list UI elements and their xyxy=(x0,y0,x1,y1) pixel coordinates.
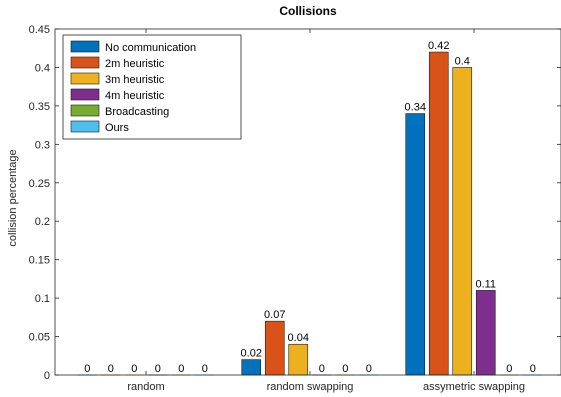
bar xyxy=(264,320,285,376)
legend: No communication 2m heuristic 3m heuristic… xyxy=(62,34,242,140)
y-tick-label: 0.25 xyxy=(29,178,50,190)
bar-value-label: 0 xyxy=(108,363,114,375)
bar xyxy=(405,113,426,376)
bar-value-label: 0 xyxy=(342,363,348,375)
y-tick-label: 0.45 xyxy=(29,24,50,36)
legend-label: No communication xyxy=(105,42,196,54)
x-tick-label: random swapping xyxy=(267,381,354,393)
legend-swatch xyxy=(70,88,100,101)
bar-value-label: 0.11 xyxy=(475,278,496,290)
bar xyxy=(428,51,449,376)
legend-swatch xyxy=(70,40,100,53)
bar-value-label: 0 xyxy=(202,363,208,375)
y-tick-labels: 0 0.05 0.1 0.15 0.2 0.25 0.3 0.35 0.4 0.45 xyxy=(29,24,50,382)
bar xyxy=(452,67,473,376)
legend-swatch xyxy=(70,72,100,85)
bar-value-label: 0.4 xyxy=(455,55,470,67)
bar xyxy=(241,359,262,376)
bar-value-label: 0 xyxy=(84,363,90,375)
y-tick-label: 0.4 xyxy=(35,62,50,74)
y-tick-label: 0.2 xyxy=(35,216,50,228)
bar-value-label: 0 xyxy=(530,363,536,375)
bar-value-label: 0.34 xyxy=(405,102,426,114)
bar-value-label: 0 xyxy=(131,363,137,375)
bar-value-label: 0 xyxy=(178,363,184,375)
y-tick-label: 0.05 xyxy=(29,332,50,344)
y-tick-label: 0.3 xyxy=(35,139,50,151)
y-tick-label: 0.35 xyxy=(29,101,50,113)
legend-label: Ours xyxy=(105,122,129,134)
bar-value-label: 0.04 xyxy=(288,332,309,344)
bar xyxy=(288,343,309,376)
bar-value-label: 0 xyxy=(366,363,372,375)
legend-label: Broadcasting xyxy=(105,106,169,118)
legend-swatch xyxy=(70,56,100,69)
y-tick-label: 0.1 xyxy=(35,293,50,305)
bar-value-label: 0 xyxy=(319,363,325,375)
x-tick-label: assymetric swapping xyxy=(423,381,525,393)
bar-value-label: 0.02 xyxy=(241,348,262,360)
legend-swatch xyxy=(70,104,100,117)
bar-value-labels: 0 0.02 0.34 0 0.07 0.42 0 0.04 0.4 0 0 0.11 0 0 0 0 0 0 xyxy=(84,40,536,375)
bar-value-label: 0.42 xyxy=(428,40,449,52)
x-tick-label: random xyxy=(127,381,164,393)
bar xyxy=(475,290,496,376)
chart-title: Collisions xyxy=(279,4,337,18)
plot-frame xyxy=(54,28,561,376)
bar-value-label: 0 xyxy=(155,363,161,375)
bar-value-label: 0 xyxy=(506,363,512,375)
legend-label: 3m heuristic xyxy=(105,74,165,86)
legend-label: 2m heuristic xyxy=(105,58,165,70)
y-tick-label: 0 xyxy=(44,370,50,382)
legend-swatch xyxy=(70,120,100,133)
y-axis-label: collision percentage xyxy=(7,149,19,246)
bar-value-label: 0.07 xyxy=(264,309,285,321)
y-tick-label: 0.15 xyxy=(29,255,50,267)
legend-label: 4m heuristic xyxy=(105,90,165,102)
x-tick-labels: random random swapping assymetric swapping xyxy=(127,381,525,393)
